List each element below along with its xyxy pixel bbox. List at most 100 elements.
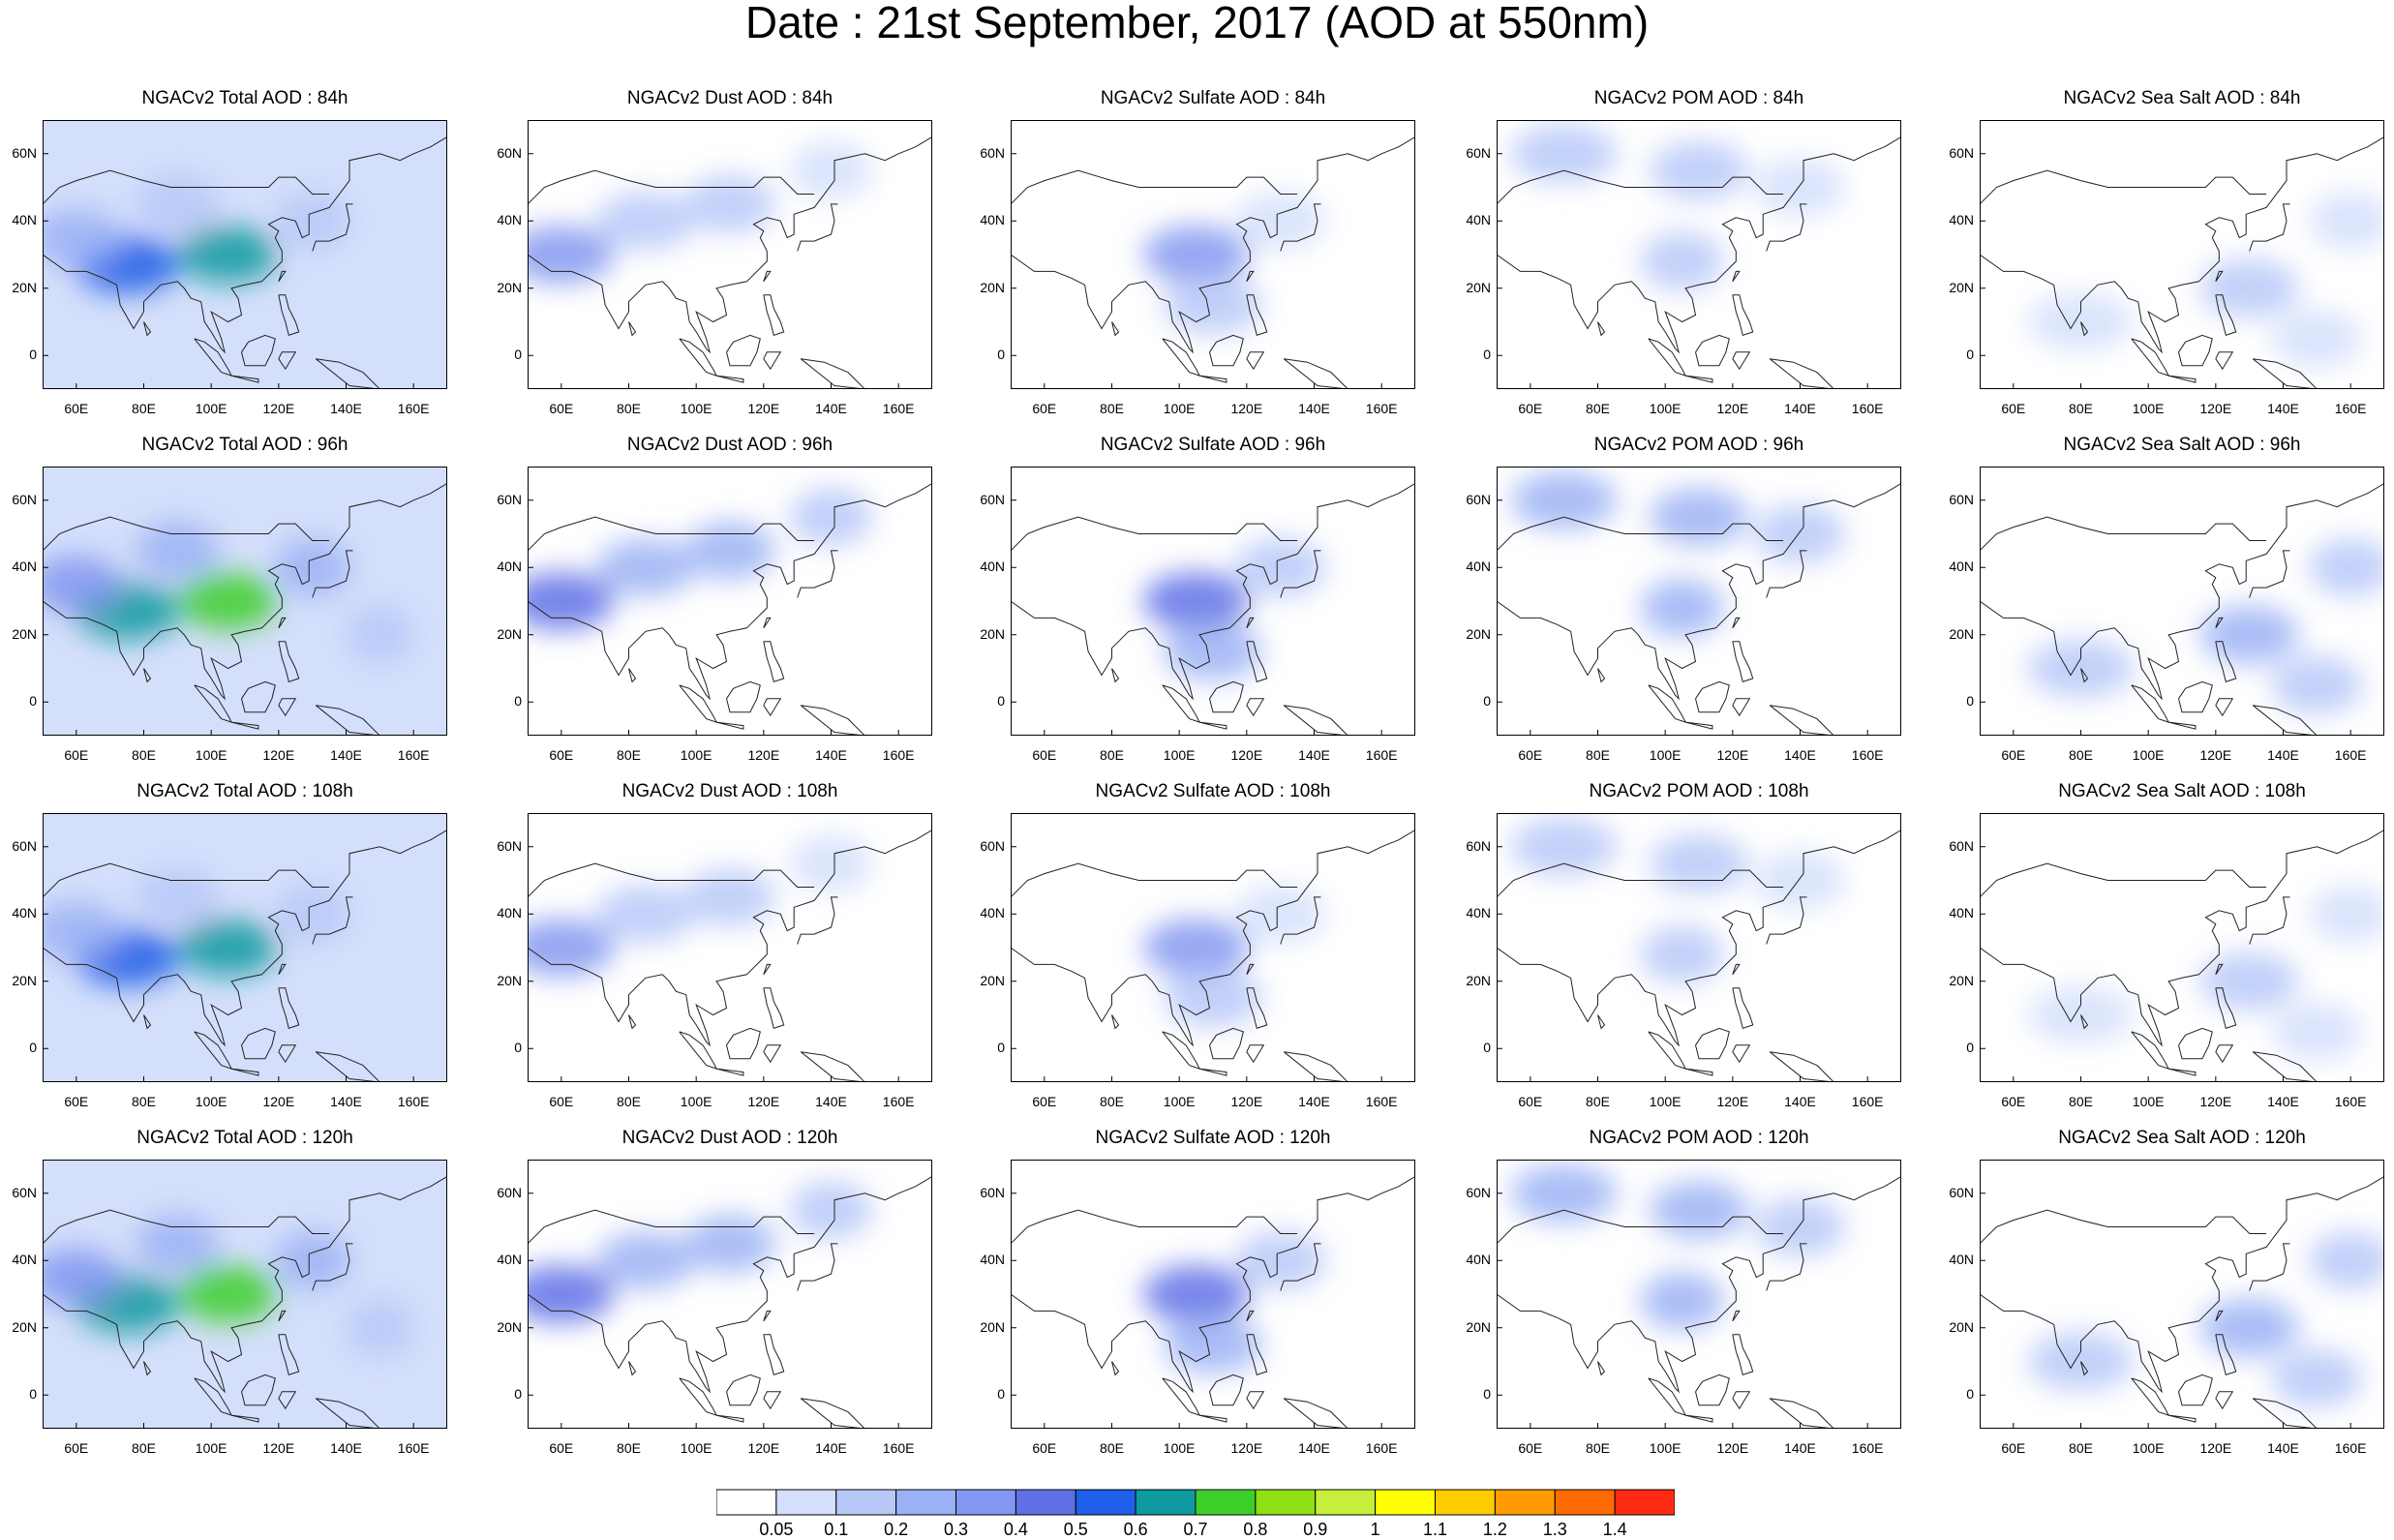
aod-blob [1142,1265,1250,1323]
map-frame [528,120,932,389]
lon-tick-label: 120E [2199,747,2232,763]
coastline [1011,169,1298,205]
map-frame [1497,1160,1901,1429]
coastline [194,1377,233,1416]
aod-blob [1650,834,1748,893]
coastline [1246,1310,1255,1322]
lat-tick-label: 20N [497,625,522,642]
lat-tick-label: 40N [980,212,1005,228]
aod-blob [595,192,695,251]
aod-blob [1510,817,1618,876]
aod-blob [1640,1271,1724,1330]
aod-blob [1142,226,1250,284]
lon-tick-label: 160E [882,747,915,763]
lon-tick-label: 60E [64,1094,89,1109]
lon-tick-label: 80E [1586,1094,1610,1109]
lat-tick-label: 20N [1466,972,1491,988]
coastline [715,1068,744,1076]
map-panel [1497,813,1901,1082]
aod-blob [528,572,615,630]
coastline [763,1310,772,1322]
coastline [278,1334,300,1376]
coastline [726,1027,761,1060]
coastline [1980,516,2267,552]
map-panel [528,467,932,736]
map-panel [1980,1160,2384,1429]
aod-blob [2199,1298,2299,1357]
panel-title: NGACv2 Sea Salt AOD : 108h [2058,781,2306,801]
map-panel [43,1160,447,1429]
lat-tick-label: 20N [980,625,1005,642]
lon-tick-label: 80E [617,401,641,416]
lat-tick-label: 20N [497,1318,522,1335]
lon-tick-label: 120E [747,747,780,763]
panel-title: NGACv2 POM AOD : 84h [1593,88,1804,108]
aod-blob [528,226,615,284]
lon-tick-label: 100E [1649,747,1682,763]
colorbar-label: 1.3 [1542,1520,1567,1539]
lon-tick-label: 100E [1163,1094,1196,1109]
coastline [797,550,838,598]
aod-blob [136,174,220,233]
coastline [230,1414,259,1423]
lon-tick-label: 80E [1100,747,1124,763]
lon-tick-label: 80E [132,401,156,416]
aod-blob [1640,578,1724,637]
coastline [1283,1398,1349,1429]
coastline [528,516,815,552]
lon-tick-label: 60E [1518,1094,1543,1109]
lon-tick-label: 140E [815,401,847,416]
aod-blob [684,174,775,233]
panel-title: NGACv2 Sulfate AOD : 84h [1100,88,1326,108]
lon-tick-label: 140E [2267,747,2299,763]
coastline [2178,334,2213,367]
lat-tick-label: 40N [1466,559,1491,575]
lon-tick-label: 140E [2267,401,2299,416]
coastline [2167,1068,2197,1076]
aod-blob [2271,309,2363,368]
lat-tick-label: 40N [980,1252,1005,1268]
lon-tick-label: 120E [747,401,780,416]
aod-blob [274,192,350,251]
coastline [1684,375,1713,383]
coastline [528,482,932,701]
coastline [1209,1027,1244,1060]
coastline [1209,334,1244,367]
panel-title: NGACv2 POM AOD : 96h [1593,435,1804,455]
panel-title: NGACv2 Sea Salt AOD : 96h [2063,435,2301,455]
aod-blob [1650,1181,1748,1240]
aod-blob [274,538,350,597]
lat-tick-label: 20N [497,279,522,295]
map-frame [1980,813,2384,1082]
colorbar-label: 0.3 [943,1520,969,1539]
colorbar-swatch [1195,1489,1257,1516]
lat-tick-label: 40N [1466,905,1491,921]
coastline [1283,1051,1349,1082]
aod-blob [684,867,775,926]
map-panel [528,1160,932,1429]
coastline [679,338,718,377]
lon-tick-label: 140E [1298,1440,1330,1456]
coastline [1198,1414,1227,1423]
lon-tick-label: 60E [1518,401,1543,416]
panel-title: NGACv2 Sulfate AOD : 108h [1095,781,1331,801]
colorbar-swatch [1015,1489,1076,1516]
colorbar-label: 0.2 [884,1520,909,1539]
lon-tick-label: 80E [132,747,156,763]
coastline [800,705,866,736]
aod-blob [2309,1231,2384,1290]
lat-tick-label: 60N [980,491,1005,507]
coastline [43,1175,447,1394]
lat-tick-label: 0 [514,693,522,710]
colorbar-swatch [1135,1489,1197,1516]
coastline [679,684,718,723]
lon-tick-label: 80E [2069,747,2093,763]
lat-tick-label: 20N [12,279,37,295]
aod-blob [1142,572,1250,630]
coastline [528,169,815,205]
coastline [1732,351,1751,371]
coastline [194,1031,233,1070]
colorbar-swatch [1435,1489,1496,1516]
coastline [194,684,233,723]
aod-blob [2309,192,2384,251]
